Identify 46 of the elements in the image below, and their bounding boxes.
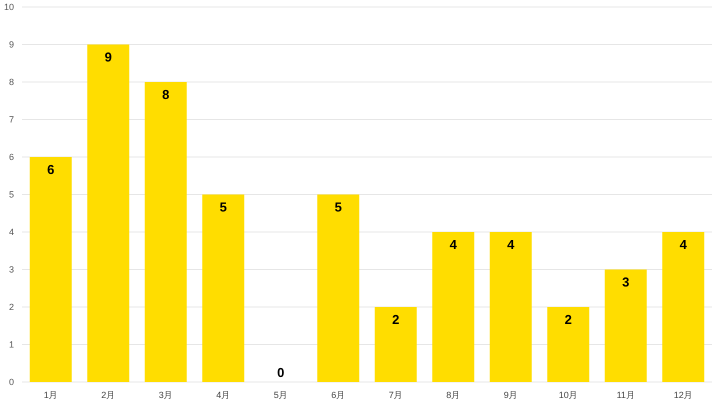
bar (374, 307, 417, 382)
bar (490, 232, 532, 382)
data-label: 6 (47, 162, 54, 177)
bar (432, 232, 474, 382)
bar (604, 270, 647, 382)
x-tick-label: 1月 (44, 390, 58, 400)
data-label: 4 (507, 237, 516, 252)
y-tick-label: 9 (8, 40, 14, 50)
data-label: 5 (334, 200, 342, 214)
data-label: 4 (450, 237, 458, 252)
bar (87, 44, 130, 382)
x-tick-label: 8月 (446, 390, 460, 400)
x-tick-label: 9月 (504, 390, 518, 400)
data-label: 3 (622, 274, 630, 290)
data-label: 4 (680, 237, 688, 252)
y-tick-label: 7 (8, 114, 14, 124)
y-tick-label: 8 (8, 77, 14, 87)
data-label: 0 (277, 365, 284, 380)
x-tick-label: 11月 (616, 390, 635, 400)
bar (30, 157, 72, 382)
data-label: 5 (220, 200, 227, 214)
bar (144, 82, 187, 382)
x-tick-label: 5月 (274, 390, 288, 400)
y-tick-label: 4 (8, 227, 14, 237)
x-tick-label: 10月 (558, 390, 578, 400)
data-label: 9 (104, 50, 112, 64)
bar (202, 194, 244, 382)
data-label: 2 (564, 312, 572, 327)
x-tick-label: 7月 (388, 390, 403, 400)
y-tick-label: 0 (8, 377, 14, 387)
y-tick-label: 3 (8, 264, 14, 274)
x-tick-label: 4月 (216, 390, 230, 400)
y-tick-label: 2 (8, 302, 14, 312)
x-tick-label: 12月 (674, 390, 693, 400)
data-label: 8 (162, 87, 170, 102)
x-tick-label: 2月 (101, 390, 116, 400)
data-label: 2 (392, 312, 400, 327)
x-tick-label: 6月 (331, 390, 346, 400)
y-tick-label: 6 (8, 152, 14, 162)
bar (547, 307, 590, 382)
y-tick-label: 5 (8, 190, 14, 200)
bar (317, 194, 360, 382)
y-tick-label: 1 (8, 340, 14, 350)
bar (662, 232, 704, 382)
y-tick-label: 10 (4, 2, 14, 12)
x-tick-label: 3月 (158, 390, 173, 400)
